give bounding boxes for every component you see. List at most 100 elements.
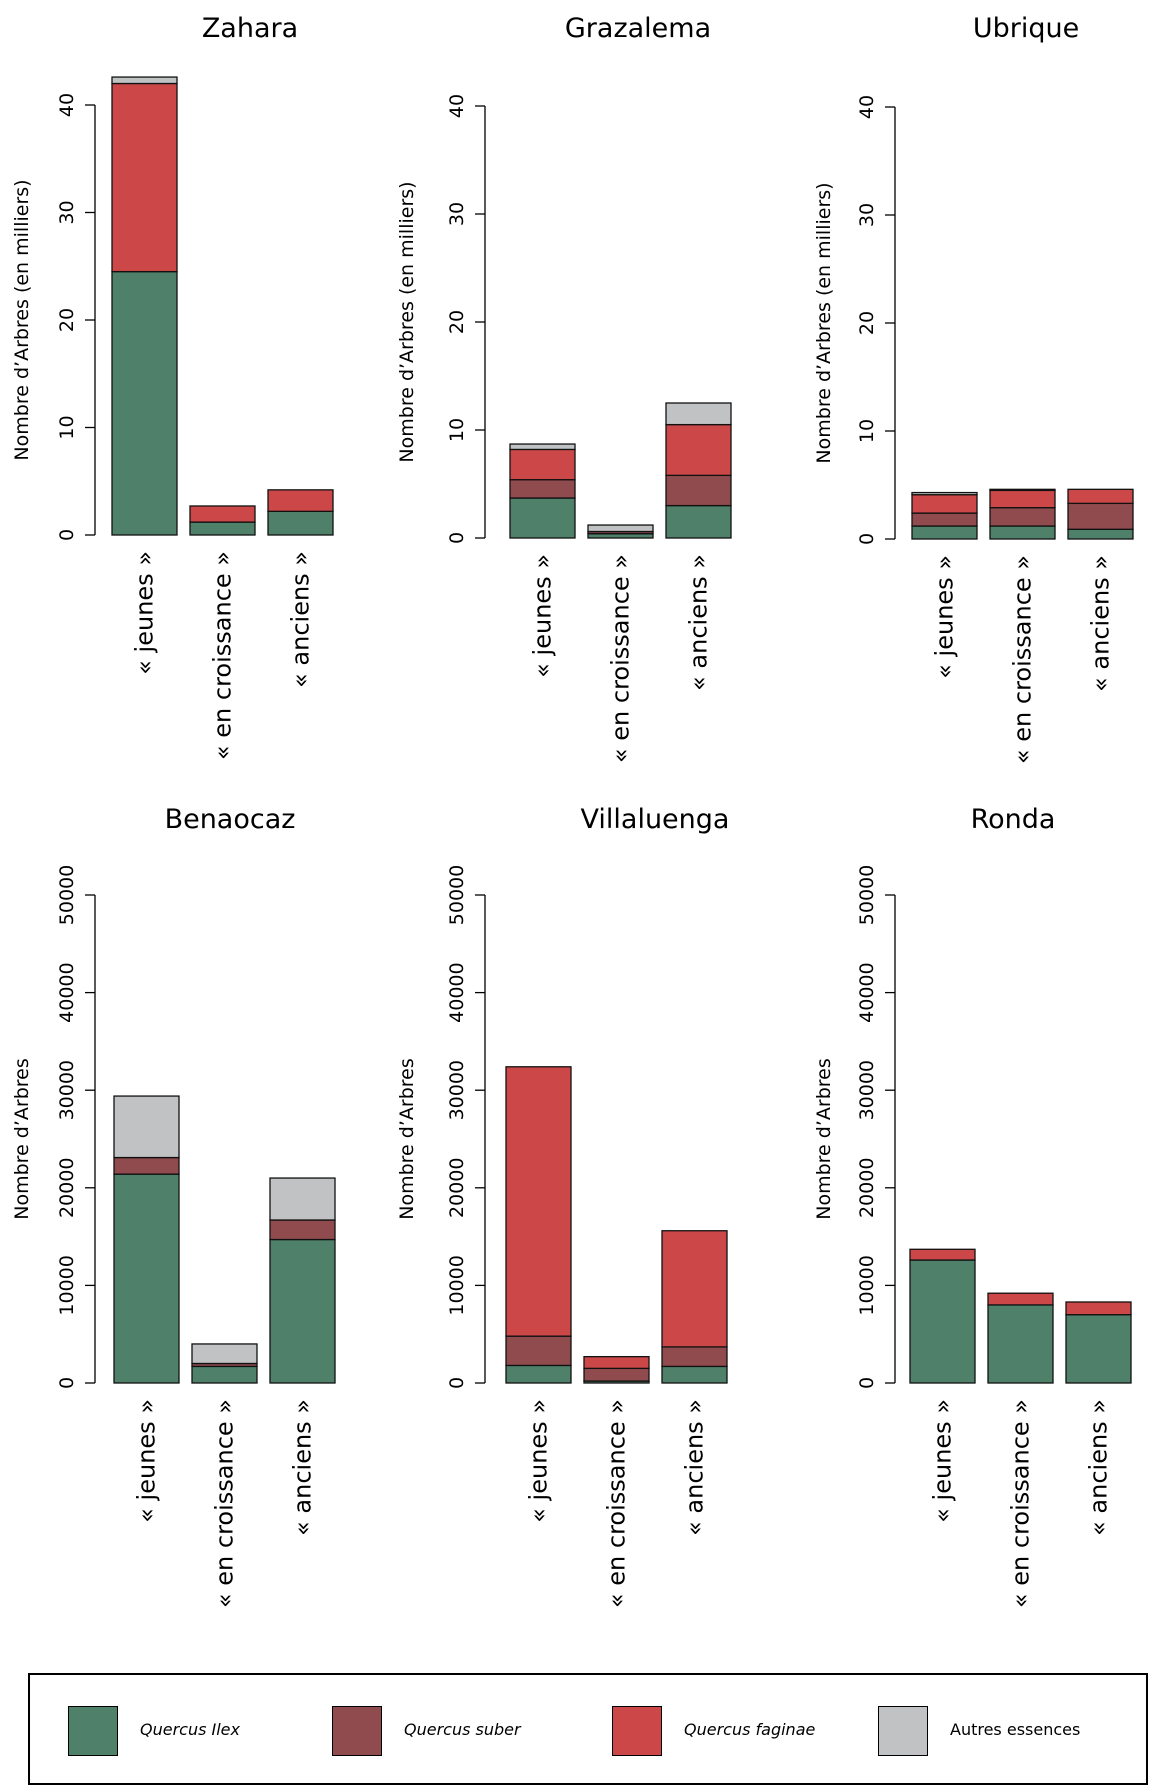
bar-villaluenga-jeunes-quercus-ilex (505, 1364, 572, 1384)
y-axis-label-ronda: Nombre d’Arbres (813, 1058, 835, 1219)
bar-ronda-jeunes-quercus-ilex (909, 1259, 976, 1384)
bar-villaluenga-en-croissance-quercus-faginae (583, 1355, 650, 1370)
chart-title-grazalema: Grazalema (565, 13, 711, 44)
y-tick-label-ronda: 30000 (856, 1060, 878, 1120)
bar-ubrique-jeunes-autres-essences (911, 491, 978, 496)
bar-benaocaz-en-croissance-autres-essences (191, 1343, 258, 1365)
y-tick-label-benaocaz: 40000 (56, 962, 78, 1022)
legend-swatch-autres-essences (878, 1706, 928, 1756)
y-tick-label-ubrique: 20 (856, 311, 878, 335)
bar-villaluenga-jeunes-quercus-faginae (505, 1066, 572, 1337)
y-tick-label-ubrique: 0 (856, 533, 878, 545)
chart-panel-ubrique: Ubrique 0 10 20 30 40 Nombre d’Arbres (en mill… (813, 13, 1134, 764)
y-axis-label-villaluenga: Nombre d’Arbres (396, 1058, 418, 1219)
chart-title-ronda: Ronda (971, 804, 1056, 835)
bar-villaluenga-jeunes-quercus-suber (505, 1335, 572, 1367)
bar-ubrique-jeunes-quercus-ilex (911, 525, 978, 540)
y-tick-label-villaluenga: 20000 (446, 1158, 468, 1218)
chart-panel-villaluenga: Villaluenga 0 10000 20000 30000 40000 50000 Nom… (396, 804, 729, 1608)
y-tick-label-zahara: 0 (56, 529, 78, 541)
legend-swatch-quercus-suber (332, 1706, 382, 1756)
x-tick-label-zahara: « jeunes » (131, 551, 159, 675)
y-tick-label-ronda: 0 (856, 1377, 878, 1389)
legend-label-quercus-ilex: Quercus Ilex (140, 1720, 240, 1739)
y-tick-label-ubrique: 30 (856, 203, 878, 227)
bar-benaocaz-jeunes-quercus-ilex (113, 1173, 180, 1384)
y-tick-label-grazalema: 10 (446, 418, 468, 442)
chart-panel-benaocaz: Benaocaz 0 10000 20000 30000 40000 50000 Nombre… (11, 804, 336, 1608)
bar-ubrique-jeunes-quercus-suber (911, 512, 978, 527)
x-tick-label-ubrique: « en croissance » (1009, 555, 1037, 764)
x-tick-label-ubrique: « jeunes » (931, 555, 959, 679)
chart-title-villaluenga: Villaluenga (581, 804, 730, 835)
bar-benaocaz-anciens-quercus-ilex (269, 1238, 336, 1384)
y-axis-label-zahara: Nombre d’Arbres (en milliers) (11, 179, 33, 460)
legend-label-quercus-suber: Quercus suber (404, 1720, 521, 1739)
bar-benaocaz-anciens-quercus-suber (269, 1219, 336, 1241)
y-tick-label-zahara: 20 (56, 308, 78, 332)
y-tick-label-ubrique: 10 (856, 419, 878, 443)
bar-ronda-jeunes-quercus-faginae (909, 1248, 976, 1261)
bar-ubrique-en-croissance-quercus-faginae (989, 489, 1056, 509)
y-axis-label-benaocaz: Nombre d’Arbres (11, 1058, 33, 1219)
y-tick-label-benaocaz: 50000 (56, 865, 78, 925)
y-tick-label-ronda: 50000 (856, 865, 878, 925)
bar-ronda-en-croissance-quercus-ilex (987, 1304, 1054, 1384)
bar-grazalema-jeunes-quercus-suber (509, 479, 576, 499)
bar-villaluenga-anciens-quercus-suber (661, 1346, 728, 1368)
x-tick-label-benaocaz: « anciens » (289, 1399, 317, 1536)
legend-swatch-quercus-ilex (68, 1706, 118, 1756)
y-axis-label-grazalema: Nombre d’Arbres (en milliers) (396, 181, 418, 462)
bar-zahara-anciens-quercus-ilex (267, 510, 334, 536)
y-tick-label-villaluenga: 30000 (446, 1060, 468, 1120)
y-tick-label-zahara: 40 (56, 93, 78, 117)
bar-ubrique-anciens-quercus-ilex (1067, 528, 1134, 540)
legend-label-quercus-faginae: Quercus faginae (684, 1720, 816, 1739)
x-tick-label-ronda: « en croissance » (1007, 1399, 1035, 1608)
chart-title-zahara: Zahara (202, 13, 298, 44)
bar-grazalema-en-croissance-autres-essences (587, 524, 654, 533)
bar-zahara-jeunes-quercus-ilex (111, 270, 178, 536)
x-tick-label-ubrique: « anciens » (1087, 555, 1115, 692)
bar-grazalema-jeunes-quercus-ilex (509, 497, 576, 539)
bar-ubrique-jeunes-quercus-faginae (911, 494, 978, 514)
bar-ubrique-en-croissance-quercus-suber (989, 507, 1056, 527)
chart-title-ubrique: Ubrique (973, 13, 1079, 44)
x-tick-label-benaocaz: « en croissance » (211, 1399, 239, 1608)
bar-zahara-anciens-quercus-faginae (267, 489, 334, 513)
bar-ronda-en-croissance-quercus-faginae (987, 1292, 1054, 1306)
y-tick-label-grazalema: 20 (446, 310, 468, 334)
y-tick-label-zahara: 10 (56, 415, 78, 439)
bar-ubrique-anciens-quercus-suber (1067, 502, 1134, 530)
x-tick-label-grazalema: « jeunes » (529, 554, 557, 678)
x-tick-label-villaluenga: « jeunes » (525, 1399, 553, 1523)
y-tick-label-villaluenga: 50000 (446, 865, 468, 925)
bar-zahara-en-croissance-quercus-ilex (189, 521, 256, 536)
bar-benaocaz-jeunes-quercus-suber (113, 1156, 180, 1175)
bar-ubrique-anciens-quercus-faginae (1067, 488, 1134, 505)
y-tick-label-grazalema: 0 (446, 532, 468, 544)
y-tick-label-benaocaz: 30000 (56, 1060, 78, 1120)
x-tick-label-ronda: « anciens » (1085, 1399, 1113, 1536)
x-tick-label-villaluenga: « en croissance » (603, 1399, 631, 1608)
chart-panel-ronda: Ronda 0 10000 20000 30000 40000 50000 Nombre d’… (813, 804, 1132, 1608)
bar-villaluenga-en-croissance-quercus-suber (583, 1367, 650, 1382)
y-tick-label-zahara: 30 (56, 200, 78, 224)
x-tick-label-zahara: « anciens » (287, 551, 315, 688)
y-tick-label-benaocaz: 20000 (56, 1158, 78, 1218)
bar-benaocaz-anciens-autres-essences (269, 1177, 336, 1221)
x-tick-label-ronda: « jeunes » (929, 1399, 957, 1523)
bar-grazalema-anciens-quercus-faginae (665, 423, 732, 477)
legend-swatch-quercus-faginae (612, 1706, 662, 1756)
bar-grazalema-jeunes-quercus-faginae (509, 448, 576, 481)
bar-grazalema-anciens-quercus-suber (665, 474, 732, 507)
bar-ronda-anciens-quercus-ilex (1065, 1314, 1132, 1384)
bar-ubrique-en-croissance-autres-essences (989, 488, 1056, 492)
x-tick-label-benaocaz: « jeunes » (133, 1399, 161, 1523)
legend: Quercus Ilex Quercus suber Quercus fagin… (28, 1673, 1148, 1785)
chart-panel-zahara: Zahara 0 10 20 30 40 Nombre d’Arbres (en milli… (11, 13, 334, 760)
y-tick-label-villaluenga: 0 (446, 1377, 468, 1389)
y-tick-label-ronda: 40000 (856, 962, 878, 1022)
y-tick-label-villaluenga: 10000 (446, 1255, 468, 1315)
